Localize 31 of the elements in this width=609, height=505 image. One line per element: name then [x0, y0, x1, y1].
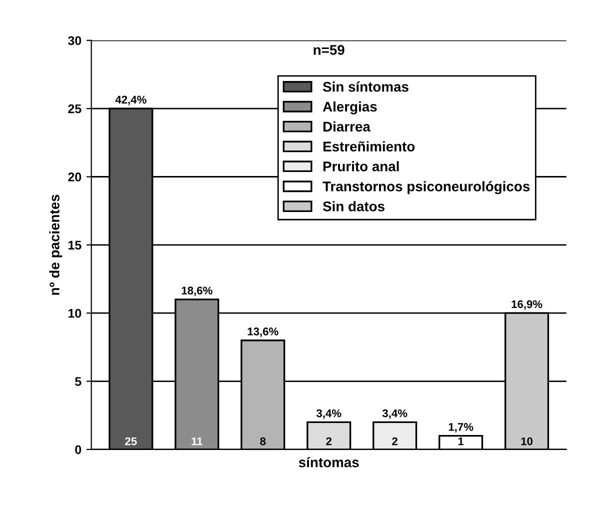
data-label: 11 — [192, 437, 202, 446]
annotation: 1,7% — [448, 423, 474, 432]
chart-title: n=59 — [314, 45, 344, 55]
legend-label: Prurito anal — [323, 161, 399, 172]
legend-label: Diarrea — [323, 121, 370, 132]
data-label: 2 — [326, 437, 332, 446]
legend-label: Transtornos psiconeurológicos — [322, 181, 530, 194]
annotation: 18,6% — [182, 286, 212, 296]
data-label: 25 — [125, 437, 137, 446]
y-tick-label: 10 — [68, 308, 82, 318]
legend-label: Alergias — [322, 101, 377, 114]
data-label: 2 — [392, 437, 398, 446]
legend-label: Sin síntomas — [322, 81, 408, 92]
x-axis-title: síntomas — [298, 456, 359, 468]
data-label: 1 — [458, 437, 464, 446]
y-tick-label: 5 — [75, 377, 82, 386]
y-tick-label: 20 — [68, 172, 82, 182]
annotation: 16,9% — [512, 300, 542, 310]
annotation: 13,6% — [248, 328, 278, 338]
y-tick-label: 15 — [68, 240, 82, 250]
legend-label: Sin datos — [322, 201, 384, 212]
y-tick-label: 0 — [75, 445, 82, 454]
annotation: 3,4% — [316, 409, 342, 419]
annotation: 3,4% — [382, 409, 408, 419]
data-label: 8 — [260, 437, 266, 446]
y-tick-label: 30 — [68, 36, 82, 46]
legend-label: Estreñimiento — [323, 141, 415, 152]
annotation: 42,4% — [115, 96, 146, 106]
y-tick-label: 25 — [68, 104, 82, 114]
y-axis-title: nº de pacientes — [49, 194, 62, 295]
data-label: 10 — [521, 437, 533, 446]
